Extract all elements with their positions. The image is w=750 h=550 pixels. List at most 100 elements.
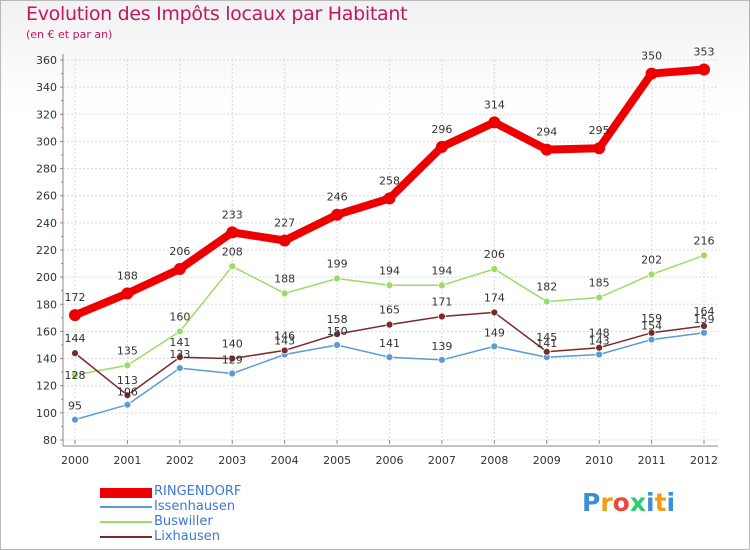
data-label: 294 (536, 126, 557, 139)
data-point (123, 391, 132, 400)
legend-swatch-ringendorf (100, 488, 152, 498)
data-point (173, 263, 186, 275)
data-label: 95 (68, 400, 82, 413)
y-tick-label: 80 (43, 434, 57, 447)
data-label: 353 (694, 46, 715, 59)
data-point (331, 208, 344, 221)
x-tick-label: 2000 (61, 454, 89, 467)
data-label: 146 (274, 329, 295, 342)
data-label: 246 (327, 191, 348, 204)
data-label: 188 (274, 272, 295, 285)
data-label: 296 (431, 123, 452, 136)
data-point (438, 312, 446, 321)
data-point (71, 415, 79, 424)
data-label: 129 (222, 354, 243, 367)
data-point (123, 361, 132, 370)
data-label: 227 (274, 217, 295, 230)
data-label: 171 (431, 296, 452, 309)
y-tick-label: 280 (36, 163, 57, 176)
data-label: 133 (169, 348, 190, 361)
data-label: 199 (327, 258, 348, 271)
data-point (333, 274, 341, 283)
data-point (542, 297, 551, 306)
data-label: 295 (589, 124, 610, 137)
logo-letter: r (600, 488, 613, 517)
data-label: 113 (117, 374, 138, 387)
y-tick-label: 320 (36, 108, 57, 121)
data-label: 164 (694, 305, 715, 318)
data-point (175, 327, 184, 336)
x-tick-label: 2010 (585, 454, 613, 467)
x-tick-label: 2012 (690, 454, 718, 467)
data-point (542, 347, 551, 356)
data-label: 185 (589, 277, 610, 290)
x-tick-label: 2003 (218, 454, 246, 467)
legend-swatch-issenhausen (100, 506, 152, 508)
legend-swatch-lixhausen (100, 536, 152, 538)
data-label: 314 (484, 98, 505, 111)
data-label: 143 (589, 335, 610, 348)
x-tick-label: 2004 (271, 454, 299, 467)
data-point (700, 328, 708, 337)
data-label: 194 (379, 264, 400, 277)
data-label: 150 (327, 325, 348, 338)
data-point (700, 251, 708, 260)
data-label: 154 (641, 320, 662, 333)
data-label: 350 (641, 50, 662, 63)
data-label: 188 (117, 269, 138, 282)
data-point (647, 270, 656, 279)
data-label: 139 (431, 340, 452, 353)
data-point (698, 63, 710, 76)
data-label: 158 (327, 313, 348, 326)
logo-letter: t (654, 488, 667, 517)
data-label: 216 (694, 234, 715, 247)
data-point (593, 142, 606, 155)
data-label: 140 (222, 338, 243, 351)
data-point (595, 293, 604, 302)
x-tick-label: 2002 (166, 454, 194, 467)
data-point (69, 309, 81, 322)
data-point (438, 281, 446, 290)
data-label: 202 (641, 253, 662, 266)
x-tick-label: 2007 (428, 454, 456, 467)
data-point (645, 67, 658, 80)
data-point (123, 400, 132, 409)
data-label: 143 (274, 335, 295, 348)
data-label: 128 (65, 369, 86, 382)
data-point (385, 320, 394, 329)
data-label: 141 (169, 336, 190, 349)
y-tick-label: 300 (36, 135, 57, 148)
data-label: 174 (484, 291, 505, 304)
data-point (595, 350, 604, 359)
logo-letter: x (629, 488, 646, 517)
data-point (121, 287, 134, 300)
proxiti-logo: Proxiti (582, 488, 675, 517)
y-tick-label: 180 (36, 298, 57, 311)
data-label: 149 (484, 326, 505, 339)
data-label: 159 (641, 312, 662, 325)
data-point (490, 342, 499, 351)
y-tick-label: 240 (36, 217, 57, 230)
legend-label: RINGENDORF (154, 484, 242, 499)
legend-label: Issenhausen (154, 499, 236, 514)
data-label: 194 (431, 264, 452, 277)
y-tick-label: 160 (36, 325, 57, 338)
data-label: 141 (536, 337, 557, 350)
data-label: 258 (379, 174, 400, 187)
data-label: 144 (65, 332, 86, 345)
logo-letter: i (646, 488, 655, 517)
data-point (280, 346, 289, 355)
chart-subtitle: (en € et par an) (26, 28, 113, 41)
data-point (488, 116, 501, 129)
data-point (71, 370, 79, 379)
data-point (385, 281, 394, 290)
data-label: 148 (589, 327, 610, 340)
logo-letter: i (666, 488, 676, 517)
data-point (385, 353, 394, 362)
x-tick-label: 2005 (323, 454, 351, 467)
data-point (228, 354, 237, 363)
data-point (435, 140, 448, 153)
data-point (71, 349, 79, 358)
y-tick-label: 140 (36, 353, 57, 366)
